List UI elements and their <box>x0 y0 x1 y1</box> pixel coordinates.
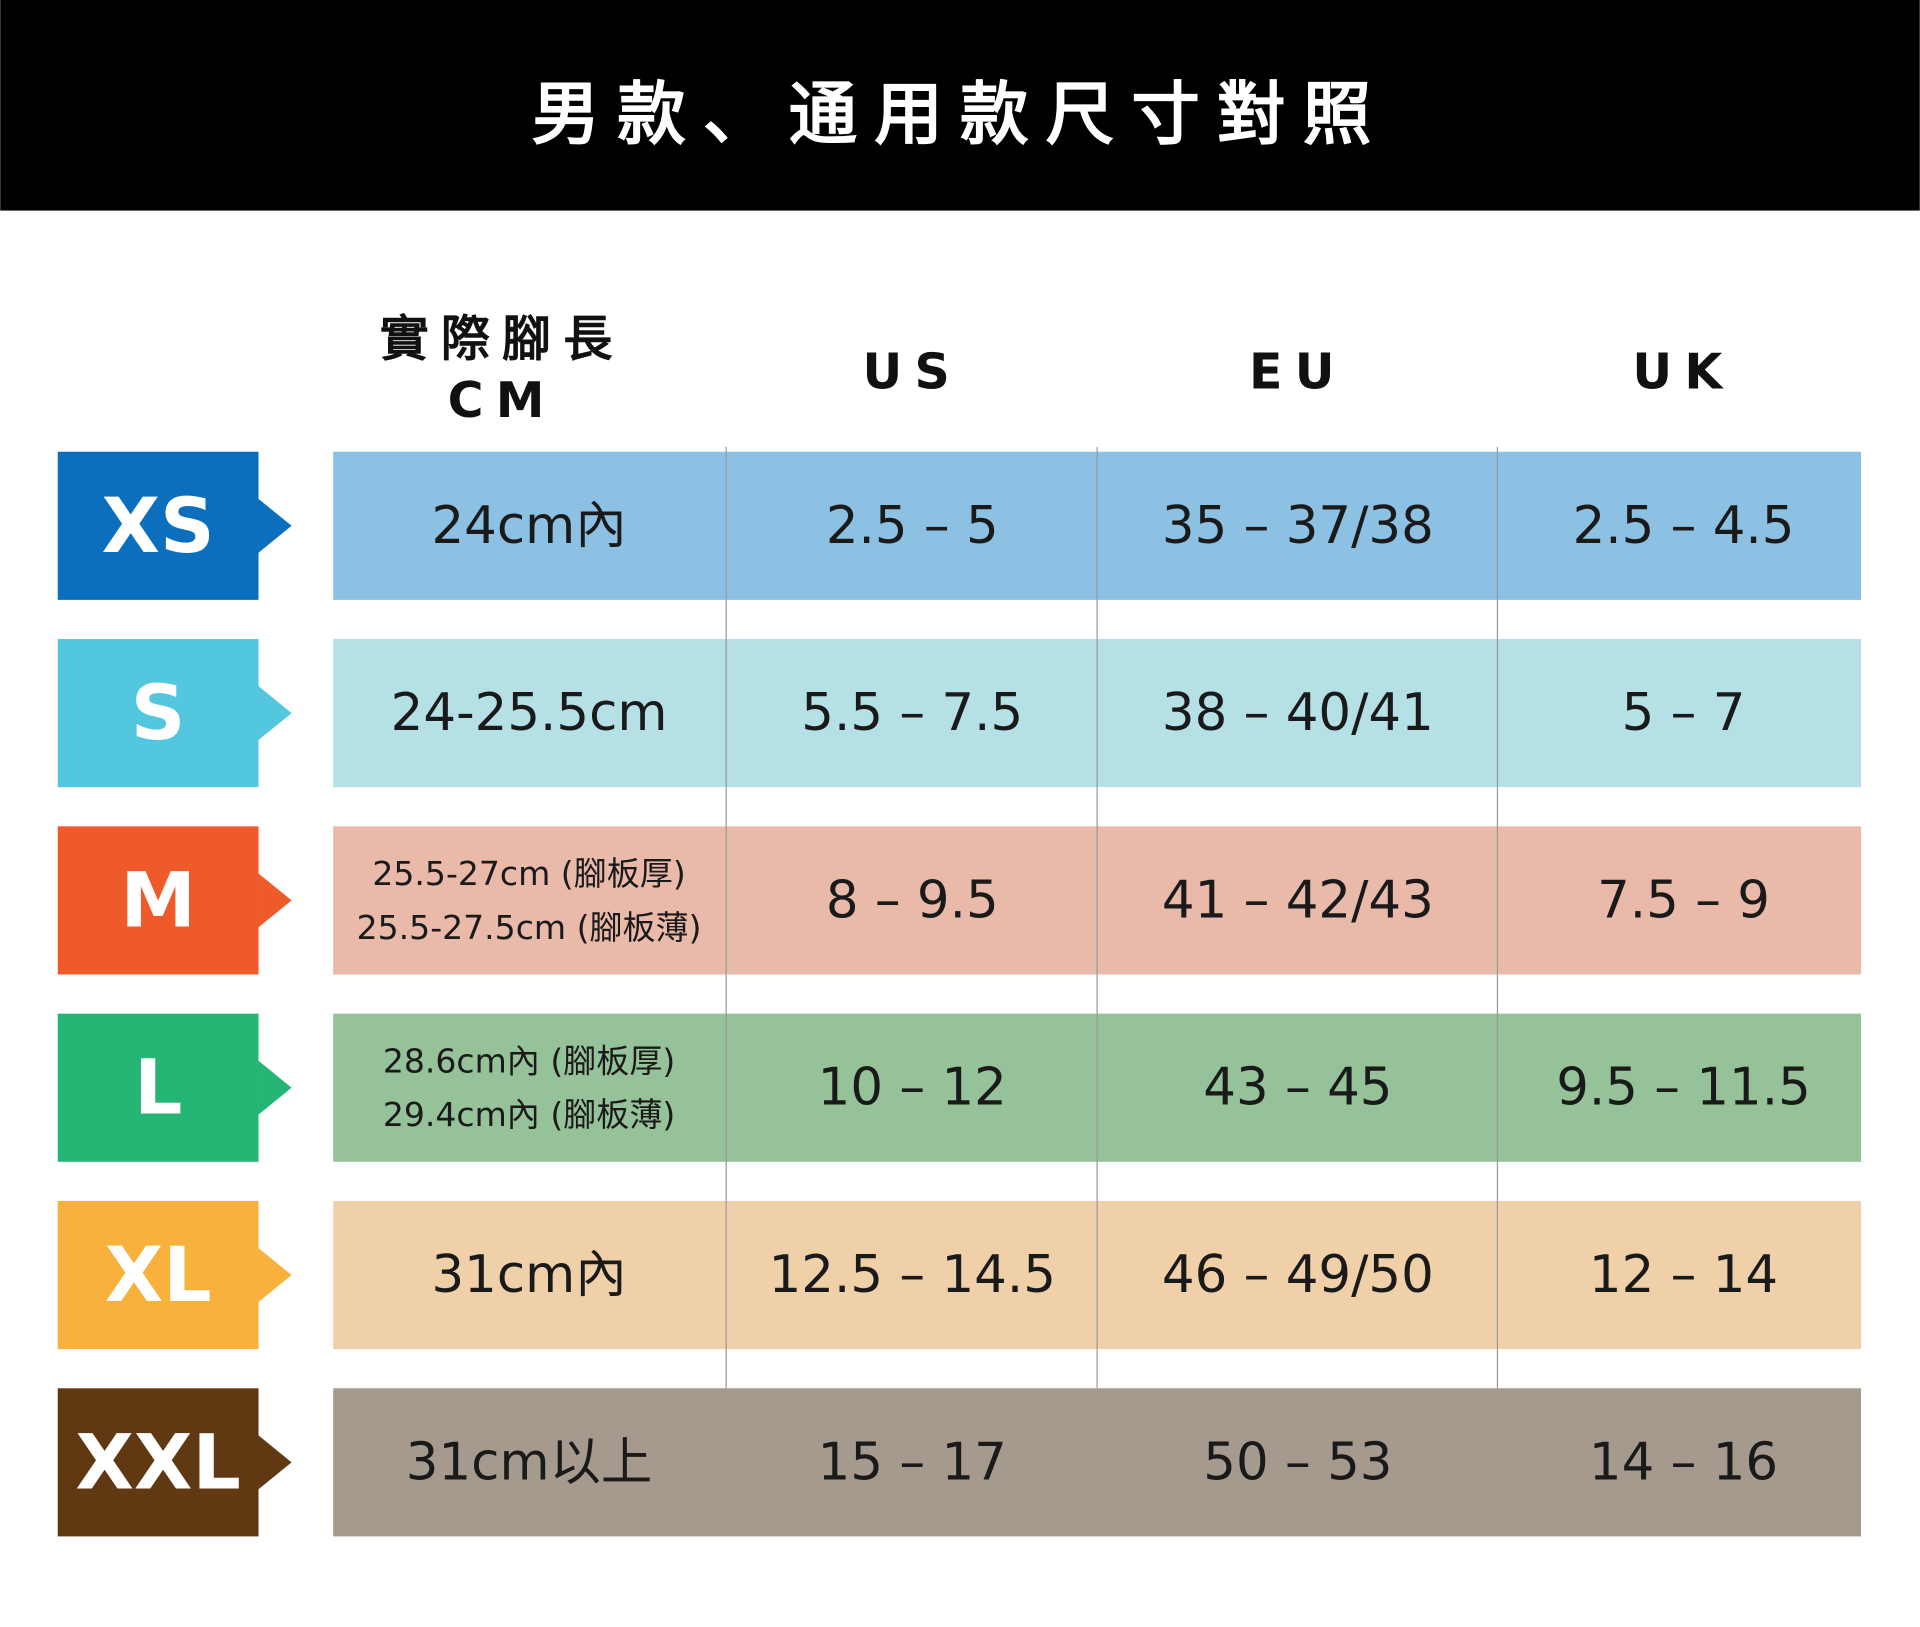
cell-text: 12 – 14 <box>1589 1245 1778 1305</box>
header-bar <box>0 0 1920 211</box>
size-badge <box>57 826 259 975</box>
cell-text: 31cm內 <box>431 1245 626 1305</box>
size-arrow <box>258 1248 292 1302</box>
cell-text: 5 – 7 <box>1622 683 1746 743</box>
size-arrow <box>258 498 292 553</box>
cell-text: 14 – 16 <box>1589 1432 1778 1492</box>
cell-text: 24cm內 <box>431 496 626 556</box>
cell-text: 10 – 12 <box>818 1058 1007 1118</box>
size-label: XS <box>102 482 215 570</box>
column-header: UK <box>1632 344 1734 401</box>
size-badge <box>57 1200 259 1350</box>
cell-text: 12.5 – 14.5 <box>769 1245 1056 1305</box>
cell-text: 38 – 40/41 <box>1162 683 1434 743</box>
cell-text: 5.5 – 7.5 <box>801 683 1023 743</box>
cell-text: 15 – 17 <box>818 1432 1007 1492</box>
size-arrow <box>258 873 292 928</box>
cell-text: 50 – 53 <box>1203 1432 1392 1492</box>
cell-text: 41 – 42/43 <box>1162 870 1434 930</box>
size-label: M <box>120 856 196 944</box>
size-label: L <box>134 1044 182 1132</box>
row-band <box>333 1388 1862 1537</box>
size-label: S <box>131 669 186 757</box>
size-arrow <box>258 1060 292 1115</box>
cell-text: 2.5 – 4.5 <box>1573 496 1795 556</box>
size-label: XXL <box>75 1418 240 1506</box>
cell-text: 7.5 – 9 <box>1597 870 1770 930</box>
column-header: CM <box>448 372 557 429</box>
size-arrow <box>258 686 292 741</box>
cell-text: 25.5-27.5cm (腳板薄) <box>357 908 702 947</box>
cell-text: 29.4cm內 (腳板薄) <box>383 1095 675 1134</box>
cell-text: 25.5-27cm (腳板厚) <box>372 854 685 893</box>
size-badge <box>57 451 259 600</box>
cell-text: 46 – 49/50 <box>1162 1245 1434 1305</box>
size-badge <box>57 639 259 788</box>
cell-text: 35 – 37/38 <box>1162 496 1434 556</box>
size-label: XL <box>105 1231 212 1319</box>
title: 男款、通用款尺寸對照 <box>532 75 1389 155</box>
column-header: 實際腳長 <box>380 311 625 368</box>
size-arrow <box>258 1435 292 1490</box>
cell-text: 43 – 45 <box>1203 1058 1392 1118</box>
column-header: EU <box>1249 344 1347 401</box>
cell-text: 31cm以上 <box>406 1432 653 1492</box>
size-badge <box>57 1388 259 1537</box>
cell-text: 2.5 – 5 <box>826 496 999 556</box>
cell-text: 9.5 – 11.5 <box>1556 1058 1811 1118</box>
cell-text: 28.6cm內 (腳板厚) <box>383 1041 675 1080</box>
size-badge <box>57 1013 259 1162</box>
column-header: US <box>863 344 963 401</box>
cell-text: 24-25.5cm <box>391 683 668 743</box>
cell-text: 8 – 9.5 <box>826 870 999 930</box>
